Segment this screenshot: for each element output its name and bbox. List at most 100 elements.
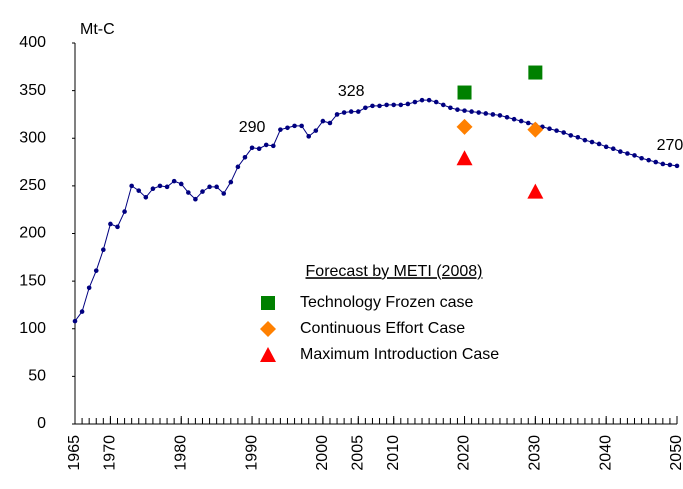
point: [653, 159, 659, 165]
x-tick-label: 2020: [456, 435, 473, 471]
point: [476, 110, 481, 115]
point: [490, 112, 496, 117]
legend-marker: [261, 296, 275, 310]
point: [207, 184, 212, 190]
point: [469, 109, 474, 114]
point: [327, 120, 333, 126]
point: [610, 146, 616, 152]
point: [568, 133, 574, 138]
point: [632, 153, 637, 158]
x-tick-label: 2010: [385, 435, 402, 471]
y-tick-label: 0: [37, 415, 46, 432]
point: [497, 113, 503, 118]
point: [391, 102, 397, 108]
point: [596, 141, 602, 147]
x-tick-label: 1970: [102, 435, 119, 471]
point: [115, 224, 120, 230]
square-marker: [457, 85, 472, 100]
point: [193, 196, 198, 202]
point: [554, 128, 559, 133]
point: [285, 125, 290, 131]
point: [108, 221, 113, 227]
x-tick-label: 1990: [243, 435, 260, 471]
diamond-marker: [527, 121, 544, 138]
point: [200, 189, 205, 194]
point: [93, 268, 99, 273]
point: [242, 155, 248, 160]
point: [455, 107, 460, 112]
annotation: 270: [657, 137, 683, 154]
point: [306, 134, 312, 139]
point: [419, 97, 425, 103]
triangle-marker: [527, 183, 544, 199]
x-tick-label: 2030: [527, 435, 544, 471]
legend-label: Continuous Effort Case: [300, 320, 465, 337]
point: [582, 137, 588, 143]
point: [377, 103, 382, 109]
point: [639, 155, 644, 161]
point: [221, 191, 227, 196]
point: [143, 195, 149, 200]
point: [320, 118, 326, 124]
point: [462, 108, 467, 113]
point: [164, 184, 170, 190]
point: [433, 99, 439, 105]
x-tick-label: 1965: [66, 435, 83, 471]
legend-marker: [260, 321, 276, 337]
point: [334, 112, 340, 117]
y-tick-label: 200: [19, 225, 46, 242]
triangle-marker: [456, 150, 473, 166]
legend-label: Maximum Introduction Case: [300, 346, 499, 363]
y-tick-label: 150: [19, 272, 46, 289]
point: [547, 126, 552, 132]
point: [561, 130, 566, 135]
y-tick-label: 50: [28, 368, 46, 385]
point: [72, 318, 78, 324]
point: [525, 120, 531, 126]
y-tick-label: 400: [19, 34, 46, 51]
point: [667, 162, 673, 168]
point: [292, 123, 297, 129]
point: [101, 247, 106, 252]
point: [86, 285, 92, 291]
point: [483, 111, 489, 116]
point: [186, 190, 191, 195]
x-tick-label: 2000: [314, 435, 331, 471]
series-line: [74, 99, 678, 322]
point: [426, 97, 432, 103]
point: [313, 128, 319, 133]
point: [256, 146, 262, 152]
point: [249, 145, 255, 151]
x-tick-label: 2040: [597, 435, 614, 471]
point: [348, 109, 354, 114]
point: [263, 142, 269, 148]
point: [79, 309, 85, 314]
diamond-marker: [456, 118, 473, 135]
x-tick-label: 2050: [668, 435, 683, 471]
point: [271, 143, 276, 149]
point: [341, 110, 347, 115]
y-tick-label: 100: [19, 320, 46, 337]
x-tick-label: 1980: [172, 435, 189, 471]
legend-label: Technology Frozen case: [300, 294, 474, 311]
point: [214, 184, 219, 190]
point: [171, 178, 177, 184]
point: [178, 181, 184, 187]
point: [278, 127, 283, 132]
point: [398, 102, 404, 108]
point: [150, 186, 156, 192]
point: [157, 183, 163, 189]
y-axis-label: Mt-C: [80, 21, 115, 38]
legend-title: Forecast by METI (2008): [306, 263, 483, 280]
point: [575, 134, 581, 140]
y-tick-label: 300: [19, 129, 46, 146]
point: [412, 99, 418, 105]
annotation: 328: [338, 83, 365, 100]
point: [235, 164, 241, 170]
point: [646, 157, 651, 163]
point: [228, 179, 234, 185]
point: [625, 151, 630, 156]
point: [384, 102, 389, 108]
point: [363, 105, 368, 111]
